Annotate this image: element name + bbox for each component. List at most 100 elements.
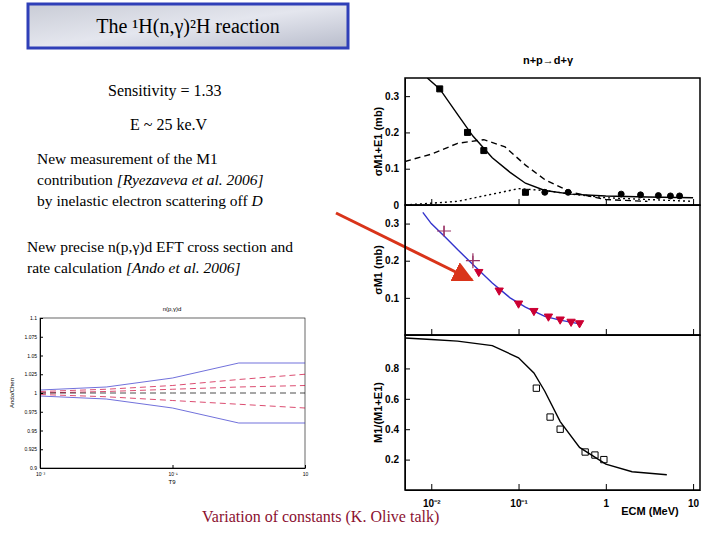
y-axis: 0.90.9250.950.97511.0251.051.0751.1 (24, 315, 43, 471)
note-segment: D (250, 192, 262, 209)
series-line (40, 386, 305, 394)
y-tick: 0.1 (385, 163, 410, 174)
y-tick-label: 0.6 (385, 394, 399, 405)
x-tick: 1 (604, 484, 610, 509)
data-point (514, 301, 522, 308)
arrow (336, 213, 472, 280)
y-tick-mark (40, 318, 43, 319)
x-tick-mark (431, 199, 432, 205)
y-tick: 0.3 (385, 91, 410, 102)
y-tick-mark (405, 399, 410, 400)
y-axis-line (405, 206, 406, 336)
y-tick: 0.4 (385, 424, 410, 435)
data-point (547, 414, 553, 420)
data-point (481, 148, 487, 154)
x-tick-mark (305, 465, 306, 468)
note-line: by inelastic electron scattering off D (37, 192, 263, 209)
y-tick: 0.2 (385, 454, 410, 465)
data-point (475, 269, 483, 276)
y-tick: 1.05 (27, 353, 43, 359)
y-tick-mark (405, 132, 410, 133)
y-tick-mark (405, 368, 410, 369)
y-tick-mark (405, 460, 410, 461)
x-tick-mark (519, 484, 520, 490)
x-axis-title: ECM (MeV) (621, 505, 679, 517)
note-segment: Sensitivity = 1.33 (108, 82, 221, 100)
y-tick-label: 0.925 (24, 446, 37, 452)
series-line (40, 393, 305, 394)
background (0, 0, 720, 540)
data-point (592, 452, 598, 458)
series-line (405, 189, 693, 205)
x-tick-mark (431, 484, 432, 490)
data-point (601, 456, 607, 462)
y-tick-mark (40, 337, 43, 338)
y-axis-title: M1/(M1+E1) (372, 382, 384, 443)
y-tick: 0.1 (385, 293, 410, 304)
x-tick: 10 (688, 484, 700, 509)
x-tick: 10 (303, 465, 309, 477)
x-tick: 10⁻³ (36, 465, 46, 477)
data-point (495, 288, 503, 295)
series-line (405, 140, 647, 202)
x-tick-label: 10 (688, 498, 700, 509)
x-tick: 10⁻¹ (510, 484, 528, 509)
slide-title: The ¹H(n,γ)²H reaction (96, 15, 280, 38)
x-tick-mark (693, 329, 694, 335)
x-tick-mark (519, 329, 520, 335)
chart-title: n(p,γ)d (163, 306, 182, 312)
y-tick-label: 1.05 (27, 353, 37, 359)
y-tick-label: 0.4 (385, 424, 399, 435)
x-tick (431, 199, 432, 205)
plot-frame (405, 78, 700, 205)
series-line (40, 395, 305, 409)
x-tick (519, 329, 520, 335)
y-tick-mark (405, 169, 410, 170)
x-tick (606, 199, 607, 205)
data-point (466, 256, 480, 266)
y-tick-mark (405, 298, 410, 299)
note-line: Sensitivity = 1.33 (108, 82, 221, 100)
series-line (40, 363, 305, 390)
y-tick-mark (40, 412, 43, 413)
note-segment: New precise n(p,γ)d EFT cross section an… (27, 238, 293, 256)
x-tick-label: 10 (303, 471, 309, 477)
y-tick-label: 0.8 (385, 363, 399, 374)
x-tick-label: 10⁻³ (36, 471, 46, 477)
y-tick-label: 1 (34, 390, 37, 396)
y-axis-title: Ando/Chen (9, 378, 15, 408)
data-point (565, 189, 571, 195)
y-tick-label: 0.3 (385, 218, 399, 229)
y-tick-label: 0.2 (385, 127, 399, 138)
plot-frame (405, 335, 700, 490)
data-point (533, 385, 539, 391)
x-tick-mark (606, 329, 607, 335)
y-tick: 0.3 (385, 218, 410, 229)
x-axis: 10⁻³10⁻¹10 (36, 465, 309, 477)
y-axis-title: σM1+E1 (mb) (372, 106, 384, 176)
y-tick-label: 0.975 (24, 409, 37, 415)
y-tick-label: 1.1 (30, 315, 37, 321)
y-axis: 0.2 0.4 0.6 0.8 (385, 336, 410, 491)
y-tick: 1.075 (24, 334, 43, 340)
data-point (437, 86, 443, 92)
plot-area (40, 363, 305, 423)
slide: The ¹H(n,γ)²H reaction Sensitivity = 1.33… (0, 0, 720, 540)
y-tick: 0.2 (385, 127, 410, 138)
x-tick-mark (606, 484, 607, 490)
note-segment: E ~ 25 ke.V (130, 116, 208, 133)
note-segment: by inelastic electron scattering off (37, 192, 251, 209)
y-tick-mark (405, 224, 410, 225)
y-axis-title: σM1 (mb) (372, 245, 384, 295)
data-point (556, 317, 564, 324)
data-point (557, 426, 563, 432)
y-tick-label: 0.2 (385, 454, 399, 465)
series-line (423, 212, 580, 323)
x-tick (693, 329, 694, 335)
y-axis: 00.10.20.3 (385, 79, 410, 211)
y-axis-line (405, 336, 406, 491)
x-tick: 10⁻² (423, 484, 441, 509)
x-tick-mark (606, 199, 607, 205)
data-point (567, 319, 575, 326)
y-tick-label: 0.3 (385, 91, 399, 102)
